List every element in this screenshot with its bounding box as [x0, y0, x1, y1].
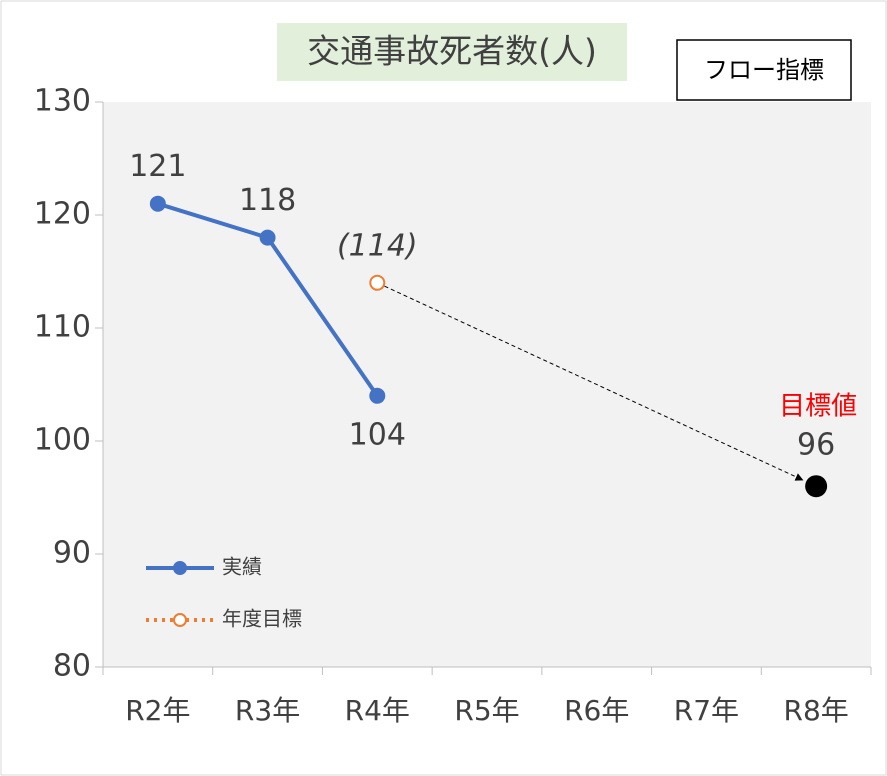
point: [369, 387, 386, 404]
y-tick-label: 120: [34, 197, 91, 232]
point: [369, 274, 386, 291]
point: [259, 229, 276, 246]
y-tick-label: 100: [34, 423, 91, 458]
annotation: フロー指標: [704, 56, 824, 84]
x-tick-label: R3年: [235, 694, 300, 727]
x-tick-label: R5年: [454, 694, 519, 727]
data-label: (114): [337, 228, 418, 263]
data-label: 96: [797, 428, 835, 463]
legend-label: 年度目標: [222, 607, 302, 631]
y-tick-label: 130: [34, 84, 91, 119]
point: [149, 195, 166, 212]
data-label: 121: [129, 149, 186, 184]
x-tick-label: R7年: [674, 694, 739, 727]
y-tick-label: 110: [34, 310, 91, 345]
x-tick-label: R8年: [784, 694, 849, 727]
data-label: 104: [349, 417, 406, 452]
target-point: [805, 475, 828, 498]
x-tick-label: R6年: [564, 694, 629, 727]
y-tick-label: 80: [53, 649, 91, 684]
y-tick-label: 90: [53, 536, 91, 571]
chart-title: 交通事故死者数(人): [307, 32, 597, 71]
legend-label: 実績: [222, 555, 262, 579]
legend-marker: [173, 613, 187, 627]
x-tick-label: R2年: [125, 694, 190, 727]
data-label: 118: [239, 183, 296, 218]
legend-marker: [173, 561, 187, 575]
target-label: 目標値: [779, 392, 857, 422]
title-background: [277, 23, 627, 81]
x-tick-label: R4年: [345, 694, 410, 727]
plot-area: [103, 102, 871, 667]
annotation-box: [676, 39, 852, 101]
